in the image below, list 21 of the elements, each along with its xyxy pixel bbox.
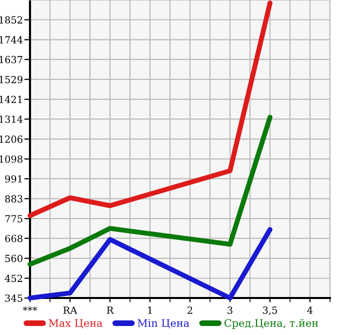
y-tick-label: 883 [5, 195, 22, 202]
x-tick-label: 1 [148, 306, 152, 314]
legend-label: Min Цена [138, 319, 190, 328]
line-series [28, 227, 272, 300]
x-tick-label: 3,5 [263, 306, 277, 316]
x-tick-label: 3 [228, 306, 232, 314]
x-tick-label: R [106, 306, 114, 314]
x-tick-label: RA [63, 306, 78, 314]
y-tick-label: 560 [5, 254, 22, 262]
line-series [28, 114, 272, 267]
x-tick-label: *** [22, 306, 38, 311]
y-tick-label: 991 [5, 175, 22, 183]
x-tick-label: 4 [307, 306, 313, 314]
y-tick-label: 452 [4, 274, 22, 282]
y-tick-label: 775 [5, 215, 22, 222]
legend-label: Сред.Цена, т.йен [224, 319, 318, 329]
y-tick-label: 668 [5, 234, 22, 242]
line-series [28, 0, 272, 218]
legend-label: Max Цена [48, 319, 102, 328]
x-tick-label: 2 [188, 306, 192, 314]
y-tick-label: 345 [5, 294, 22, 302]
